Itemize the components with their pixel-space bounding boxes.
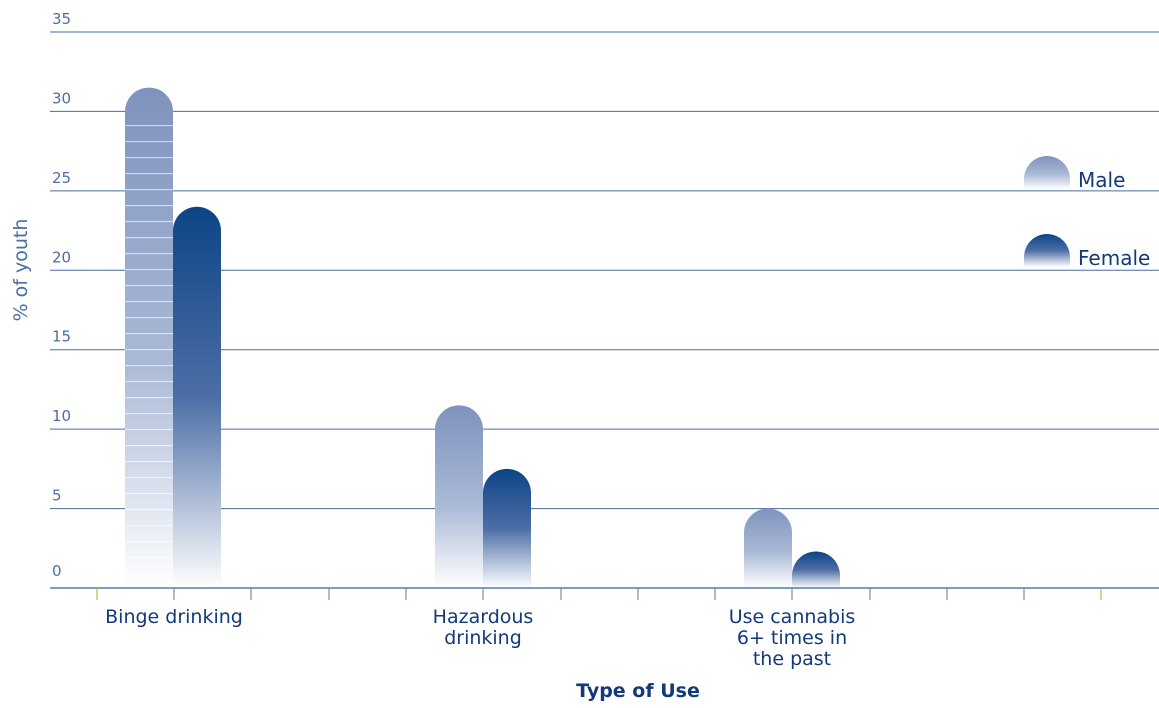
gridlines xyxy=(50,31,1159,510)
bar-female-0 xyxy=(173,206,221,589)
y-tick-label: 30 xyxy=(52,89,71,107)
category-label: Use cannabis 6+ times in the past xyxy=(729,606,856,670)
y-tick-label: 10 xyxy=(52,407,71,425)
y-axis-title: % of youth xyxy=(10,219,32,322)
x-axis xyxy=(50,587,1159,600)
legend-swatch-male xyxy=(1024,156,1070,189)
legend-label-male: Male xyxy=(1078,168,1125,192)
y-axis-ticks: 0 5 10 15 20 25 30 35 xyxy=(52,10,71,580)
y-tick-label: 15 xyxy=(52,328,71,346)
bars xyxy=(125,87,840,589)
y-tick-label: 35 xyxy=(52,10,71,28)
category-label: Hazardous drinking xyxy=(433,606,534,649)
legend-label-female: Female xyxy=(1078,246,1150,270)
bar-female-1 xyxy=(483,468,531,588)
bar-male-0 xyxy=(125,87,173,588)
bar-male-1 xyxy=(435,405,483,588)
legend: Male Female xyxy=(1024,156,1150,270)
bar-male-2 xyxy=(744,508,792,588)
y-tick-label: 20 xyxy=(52,248,71,266)
y-tick-label: 5 xyxy=(52,487,62,505)
category-labels: Binge drinking Hazardous drinking Use canna… xyxy=(105,606,855,670)
x-axis-title: Type of Use xyxy=(576,680,700,702)
y-tick-label: 0 xyxy=(52,562,62,580)
y-tick-label: 25 xyxy=(52,169,71,187)
legend-swatch-female xyxy=(1024,234,1070,267)
category-label: Binge drinking xyxy=(105,606,243,628)
bar-female-2 xyxy=(792,551,840,588)
